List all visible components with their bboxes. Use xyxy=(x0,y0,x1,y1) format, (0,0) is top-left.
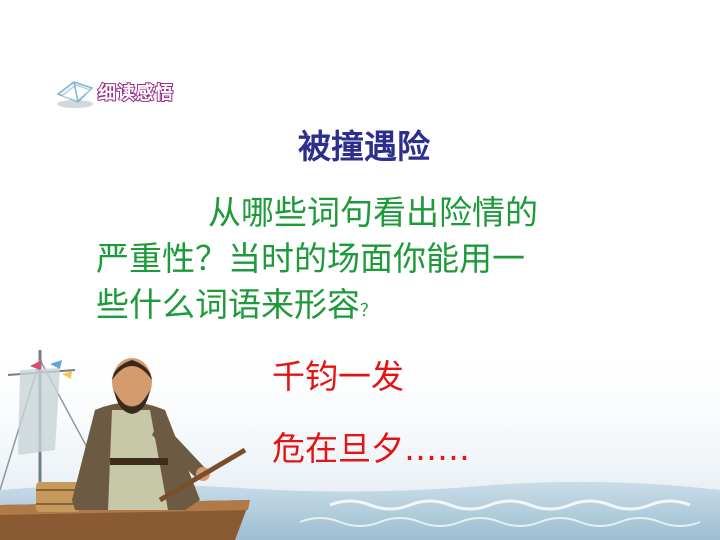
book-icon xyxy=(56,81,94,108)
answer-idiom-1: 千钧一发 xyxy=(272,357,404,396)
page-title: 被撞遇险 xyxy=(298,127,430,166)
answer-idiom-2: 危在旦夕…… xyxy=(272,429,470,468)
sailor-illustration xyxy=(0,340,720,540)
question-line-1: 从哪些词句看出险情的 xyxy=(208,193,538,232)
question-line-3-text: 些什么词语来形容 xyxy=(96,285,360,324)
section-tag-label: 细读感悟 xyxy=(97,82,174,105)
question-line-3: 些什么词语来形容？ xyxy=(96,282,626,334)
question-line-2: 严重性？当时的场面你能用一 xyxy=(96,239,525,278)
question-text: 从哪些词句看出险情的 严重性？当时的场面你能用一 些什么词语来形容？ xyxy=(96,190,626,334)
section-tag: 细读感悟 xyxy=(52,74,174,110)
question-mark: ？ xyxy=(360,301,377,321)
